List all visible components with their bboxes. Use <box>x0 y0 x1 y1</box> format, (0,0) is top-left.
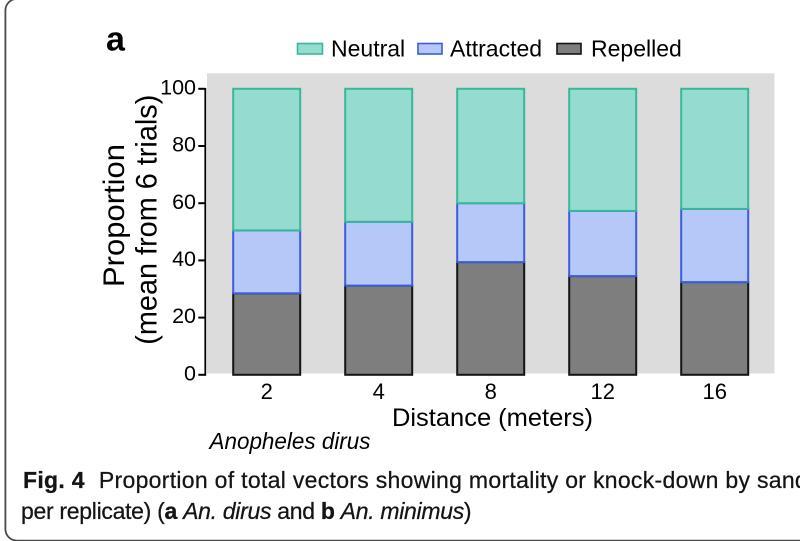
svg-text:Anopheles dirus: Anopheles dirus <box>208 428 371 454</box>
svg-text:2: 2 <box>261 379 273 404</box>
svg-text:8: 8 <box>485 379 497 404</box>
svg-text:Attracted: Attracted <box>450 36 542 62</box>
svg-text:4: 4 <box>373 379 385 404</box>
svg-text:Proportion: Proportion <box>98 144 131 287</box>
svg-text:Repelled: Repelled <box>591 36 682 62</box>
svg-text:100: 100 <box>160 75 196 99</box>
svg-text:40: 40 <box>172 247 196 271</box>
svg-text:0: 0 <box>184 361 196 385</box>
svg-text:60: 60 <box>172 190 196 214</box>
svg-text:Neutral: Neutral <box>331 36 405 62</box>
svg-text:80: 80 <box>172 133 196 157</box>
svg-text:Distance (meters): Distance (meters) <box>392 404 593 432</box>
svg-text:(mean from 6 trials): (mean from 6 trials) <box>131 95 164 345</box>
svg-text:16: 16 <box>702 379 726 404</box>
svg-text:12: 12 <box>590 379 614 404</box>
svg-text:a: a <box>106 21 126 59</box>
svg-text:20: 20 <box>172 304 196 328</box>
